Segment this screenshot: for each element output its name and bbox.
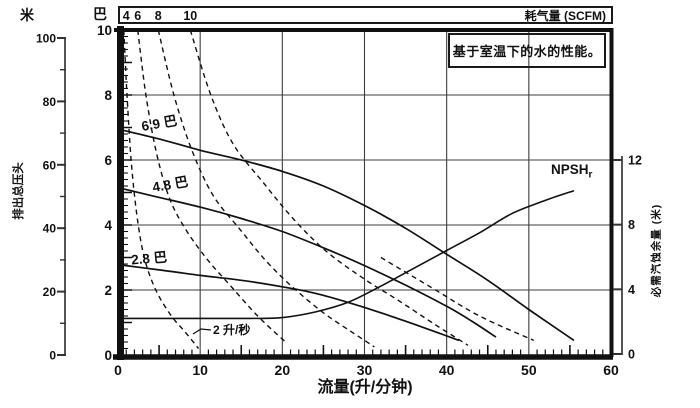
x-ticks [125,345,604,355]
tick-label: 10 [97,23,112,38]
tick-label: 60 [43,158,57,172]
tick-label: 6 [134,9,141,23]
tick-label: 4 [123,9,130,23]
tick-label: 50 [521,362,537,378]
tick-label: 0 [114,362,122,378]
air-annotation-pointer [192,328,212,335]
tick-label: 60 [603,362,619,378]
air-curve-6 [137,29,288,345]
pressure-curve-4.8巴 [117,186,497,338]
air-curve-8 [157,29,375,348]
tick-label: 8 [155,9,162,23]
npshr-curve [118,189,575,320]
tick-label: 10 [183,9,197,23]
tick-label: 40 [43,222,57,236]
tick-label: 6 [104,153,112,168]
grid [118,30,611,355]
pressure-curve-2.8巴 [117,263,460,342]
npsh-axis: 0 4 8 12 [613,154,642,362]
x-axis-labels: 0 10 20 30 40 50 60 [114,362,619,378]
tick-label: 2 [104,283,112,298]
air-curve-extra-4 [380,256,535,342]
plot-frame [113,26,614,360]
tick-label: 20 [43,285,57,299]
tick-label: 100 [36,32,56,46]
tick-label: 8 [628,218,635,232]
tick-label: 4 [104,218,112,233]
pressure-curves [117,128,575,342]
air-annotation-pointer-line [192,328,212,335]
tick-label: 0 [104,348,112,363]
tick-label: 8 [104,88,112,103]
meters-axis: 0 20 40 60 80 100 [36,32,66,363]
tick-label: 10 [192,362,208,378]
bar-ticks [123,35,132,350]
air-curve-10 [189,29,469,346]
tick-label: 20 [275,362,291,378]
tick-label: 30 [357,362,373,378]
air-curve-4 [123,29,200,349]
tick-label: 0 [628,348,635,362]
air-strip-labels: 4 6 8 10 [123,9,198,23]
bar-axis-labels: 0 2 4 6 8 10 [97,23,113,363]
tick-label: 80 [43,95,57,109]
tick-label: 12 [628,154,642,168]
tick-label: 0 [49,349,56,363]
tick-label: 40 [439,362,455,378]
pressure-curve-6.9巴 [117,128,575,342]
air-consumption-curves [123,29,535,349]
tick-label: 4 [628,283,635,297]
npshr-curve-path [118,189,575,320]
